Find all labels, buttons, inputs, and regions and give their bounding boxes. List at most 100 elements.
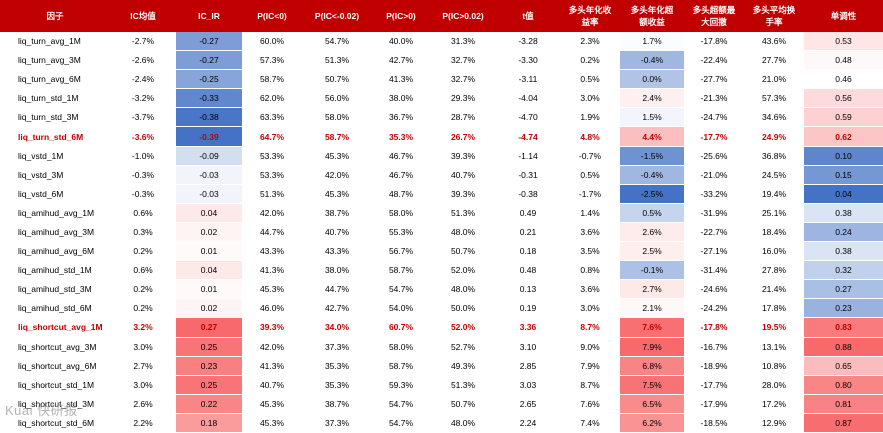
cell-long-avg-turnover: 19.4% bbox=[744, 184, 804, 204]
cell-ic-ir: -0.25 bbox=[176, 69, 242, 90]
cell-ic-ir: 0.02 bbox=[176, 298, 242, 319]
cell-ic-ir: -0.27 bbox=[176, 32, 242, 52]
table-row: liq_vstd_6M -0.3% -0.03 51.3% 45.3% 48.7% 39.3… bbox=[0, 184, 883, 204]
cell-long-annual-excess: 2.4% bbox=[620, 88, 684, 109]
table-body: liq_turn_avg_1M -2.7% -0.27 60.0% 54.7% 40.0%… bbox=[0, 32, 883, 433]
cell-factor: liq_amihud_avg_6M bbox=[0, 241, 110, 262]
cell-p-ic-lt-neg002: 37.3% bbox=[302, 413, 372, 433]
cell-long-annual-return: 0.2% bbox=[560, 50, 620, 71]
cell-long-avg-turnover: 27.7% bbox=[744, 50, 804, 71]
table-header: 因子 IC均值 IC_IR P(IC<0) P(IC<-0.02) P(IC>0… bbox=[0, 0, 883, 32]
cell-p-ic-lt-neg002: 58.7% bbox=[302, 126, 372, 147]
col-header-p-ic-lt0: P(IC<0) bbox=[242, 0, 302, 32]
table-row: liq_turn_std_6M -3.6% -0.39 64.7% 58.7% 35.3%… bbox=[0, 126, 883, 147]
cell-p-ic-lt-neg002: 45.3% bbox=[302, 146, 372, 166]
cell-long-avg-turnover: 16.0% bbox=[744, 241, 804, 262]
cell-p-ic-lt0: 63.3% bbox=[242, 107, 302, 128]
cell-long-avg-turnover: 24.5% bbox=[744, 165, 804, 185]
cell-p-ic-lt-neg002: 44.7% bbox=[302, 279, 372, 300]
cell-ic-ir: 0.25 bbox=[176, 375, 242, 395]
cell-p-ic-lt0: 60.0% bbox=[242, 32, 302, 52]
cell-long-max-drawdown: -27.7% bbox=[684, 69, 744, 90]
cell-long-max-drawdown: -17.7% bbox=[684, 126, 744, 147]
cell-t-value: 0.21 bbox=[496, 222, 560, 243]
cell-factor: liq_turn_std_3M bbox=[0, 107, 110, 128]
cell-p-ic-lt-neg002: 38.0% bbox=[302, 260, 372, 281]
cell-factor: liq_shortcut_avg_6M bbox=[0, 356, 110, 376]
cell-long-avg-turnover: 21.4% bbox=[744, 279, 804, 300]
cell-p-ic-gt0: 54.7% bbox=[372, 394, 430, 414]
cell-ic-mean: 2.2% bbox=[110, 413, 176, 433]
cell-p-ic-lt-neg002: 56.0% bbox=[302, 88, 372, 109]
cell-p-ic-lt-neg002: 38.7% bbox=[302, 203, 372, 223]
cell-p-ic-lt0: 45.3% bbox=[242, 279, 302, 300]
cell-ic-ir: 0.18 bbox=[176, 413, 242, 433]
table-row: liq_turn_std_1M -3.2% -0.33 62.0% 56.0% 38.0%… bbox=[0, 88, 883, 109]
cell-ic-mean: -3.2% bbox=[110, 88, 176, 109]
cell-t-value: -4.04 bbox=[496, 88, 560, 109]
cell-p-ic-gt002: 32.7% bbox=[430, 69, 496, 90]
cell-t-value: -0.31 bbox=[496, 165, 560, 185]
cell-ic-ir: 0.22 bbox=[176, 394, 242, 414]
cell-ic-mean: 3.0% bbox=[110, 337, 176, 357]
table-row: liq_shortcut_std_1M 3.0% 0.25 40.7% 35.3% 59.… bbox=[0, 375, 883, 395]
cell-p-ic-gt002: 31.3% bbox=[430, 32, 496, 52]
cell-long-max-drawdown: -17.7% bbox=[684, 375, 744, 395]
cell-long-annual-return: 3.6% bbox=[560, 279, 620, 300]
cell-long-annual-return: 3.0% bbox=[560, 298, 620, 319]
cell-long-annual-excess: 6.5% bbox=[620, 394, 684, 414]
cell-p-ic-gt002: 51.3% bbox=[430, 203, 496, 223]
cell-long-max-drawdown: -24.7% bbox=[684, 107, 744, 128]
cell-factor: liq_shortcut_avg_1M bbox=[0, 317, 110, 338]
cell-long-max-drawdown: -17.9% bbox=[684, 394, 744, 414]
cell-ic-mean: 3.2% bbox=[110, 317, 176, 338]
cell-p-ic-lt0: 41.3% bbox=[242, 260, 302, 281]
cell-ic-mean: 0.3% bbox=[110, 222, 176, 243]
cell-long-annual-excess: 2.6% bbox=[620, 222, 684, 243]
cell-ic-ir: -0.33 bbox=[176, 88, 242, 109]
cell-long-annual-return: 3.0% bbox=[560, 88, 620, 109]
col-header-long-avg-turnover: 多头平均换 手率 bbox=[744, 0, 804, 32]
cell-p-ic-gt0: 48.7% bbox=[372, 184, 430, 204]
cell-ic-mean: -2.6% bbox=[110, 50, 176, 71]
cell-long-annual-excess: 2.5% bbox=[620, 241, 684, 262]
cell-long-annual-return: 7.4% bbox=[560, 413, 620, 433]
cell-p-ic-gt002: 50.7% bbox=[430, 394, 496, 414]
cell-long-avg-turnover: 25.1% bbox=[744, 203, 804, 223]
cell-factor: liq_shortcut_std_3M bbox=[0, 394, 110, 414]
cell-ic-mean: 3.0% bbox=[110, 375, 176, 395]
cell-p-ic-gt002: 50.7% bbox=[430, 241, 496, 262]
cell-p-ic-gt0: 36.7% bbox=[372, 107, 430, 128]
cell-ic-mean: 0.6% bbox=[110, 203, 176, 223]
cell-p-ic-gt0: 54.7% bbox=[372, 413, 430, 433]
cell-long-annual-return: 0.5% bbox=[560, 165, 620, 185]
cell-long-avg-turnover: 28.0% bbox=[744, 375, 804, 395]
table-row: liq_shortcut_avg_1M 3.2% 0.27 39.3% 34.0% 60.… bbox=[0, 317, 883, 338]
cell-p-ic-gt0: 60.7% bbox=[372, 317, 430, 338]
cell-ic-mean: -3.6% bbox=[110, 126, 176, 147]
table-row: liq_shortcut_avg_6M 2.7% 0.23 41.3% 35.3% 58.… bbox=[0, 356, 883, 376]
cell-long-annual-return: 8.7% bbox=[560, 317, 620, 338]
cell-p-ic-lt0: 58.7% bbox=[242, 69, 302, 90]
cell-long-annual-excess: -2.5% bbox=[620, 184, 684, 204]
cell-long-avg-turnover: 10.8% bbox=[744, 356, 804, 376]
cell-long-annual-excess: 1.5% bbox=[620, 107, 684, 128]
cell-ic-mean: 0.2% bbox=[110, 298, 176, 319]
cell-monotonicity: 0.38 bbox=[804, 203, 883, 223]
table-row: liq_turn_avg_6M -2.4% -0.25 58.7% 50.7% 41.3%… bbox=[0, 69, 883, 90]
cell-long-avg-turnover: 27.8% bbox=[744, 260, 804, 281]
cell-long-annual-excess: -0.1% bbox=[620, 260, 684, 281]
cell-t-value: 3.36 bbox=[496, 317, 560, 338]
cell-long-max-drawdown: -33.2% bbox=[684, 184, 744, 204]
cell-long-annual-return: 2.3% bbox=[560, 32, 620, 52]
cell-p-ic-gt002: 29.3% bbox=[430, 88, 496, 109]
cell-monotonicity: 0.24 bbox=[804, 222, 883, 243]
cell-ic-ir: -0.38 bbox=[176, 107, 242, 128]
cell-long-annual-return: 3.5% bbox=[560, 241, 620, 262]
cell-long-avg-turnover: 18.4% bbox=[744, 222, 804, 243]
cell-ic-mean: -2.7% bbox=[110, 32, 176, 52]
cell-factor: liq_vstd_6M bbox=[0, 184, 110, 204]
cell-p-ic-gt0: 59.3% bbox=[372, 375, 430, 395]
